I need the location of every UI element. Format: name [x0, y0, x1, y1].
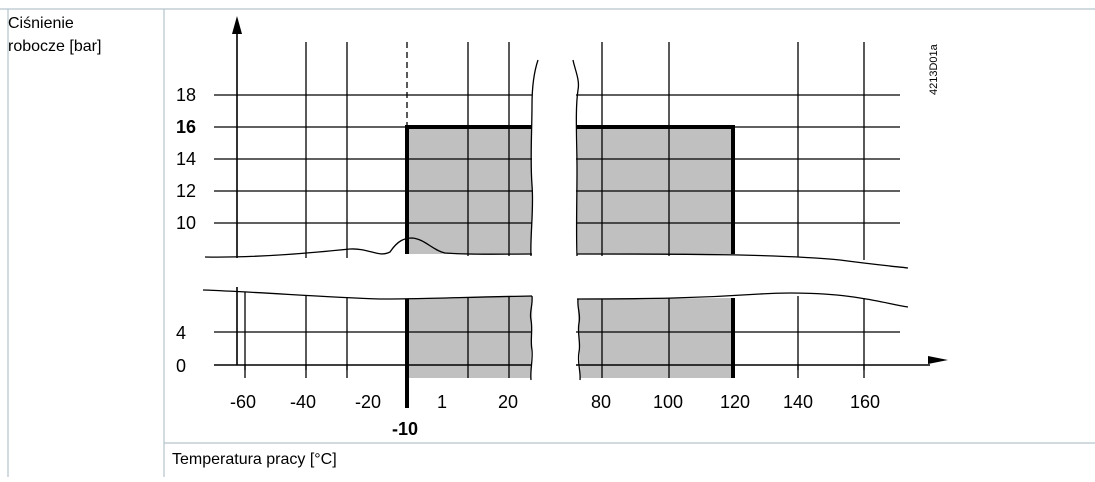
- x-axis: [214, 356, 948, 378]
- y-tick-label: 18: [176, 85, 196, 105]
- x-tick-label: 1: [437, 392, 447, 412]
- x-tick-label: 120: [720, 392, 750, 412]
- y-axis-title: Ciśnienie robocze [bar]: [8, 12, 158, 58]
- y-axis-arrow-icon: [232, 16, 242, 34]
- temperature-break-curves: [529, 59, 581, 381]
- admissible-region-lower: [407, 296, 733, 378]
- y-axis-title-line2: robocze [bar]: [8, 38, 102, 55]
- x-tick-labels: -60 -40 -20 1 20 80 100 120 140 160 -10: [230, 392, 880, 439]
- x-axis-arrow-icon: [928, 356, 948, 364]
- x-tick-label: 80: [591, 392, 611, 412]
- x-limit-marker-label: -10: [392, 419, 418, 439]
- x-axis-title: Temperatura pracy [°C]: [172, 451, 337, 468]
- y-axis: [232, 16, 242, 365]
- horizontal-grid: [214, 94, 900, 333]
- y-axis-title-line1: Ciśnienie: [8, 15, 74, 32]
- y-tick-labels: 18 16 14 12 10 4 0: [176, 85, 196, 376]
- y-tick-label: 0: [176, 356, 186, 376]
- vertical-grid-upper: [305, 42, 865, 260]
- limit-boundary: [405, 125, 735, 408]
- y-tick-label: 14: [176, 149, 196, 169]
- x-tick-label: 140: [783, 392, 813, 412]
- x-tick-label: -40: [290, 392, 316, 412]
- x-tick-label: -20: [355, 392, 381, 412]
- figure-code: 4213D01a: [928, 43, 940, 95]
- y-tick-label: 4: [176, 323, 186, 343]
- x-tick-label: 100: [653, 392, 683, 412]
- axis-break-curves: [202, 237, 909, 308]
- x-tick-label: 160: [850, 392, 880, 412]
- table-borders: [0, 8, 1095, 477]
- y-tick-label: 16: [176, 117, 196, 137]
- y-tick-label: 12: [176, 181, 196, 201]
- y-tick-label: 10: [176, 213, 196, 233]
- x-tick-label: -60: [230, 392, 256, 412]
- x-tick-label: 20: [498, 392, 518, 412]
